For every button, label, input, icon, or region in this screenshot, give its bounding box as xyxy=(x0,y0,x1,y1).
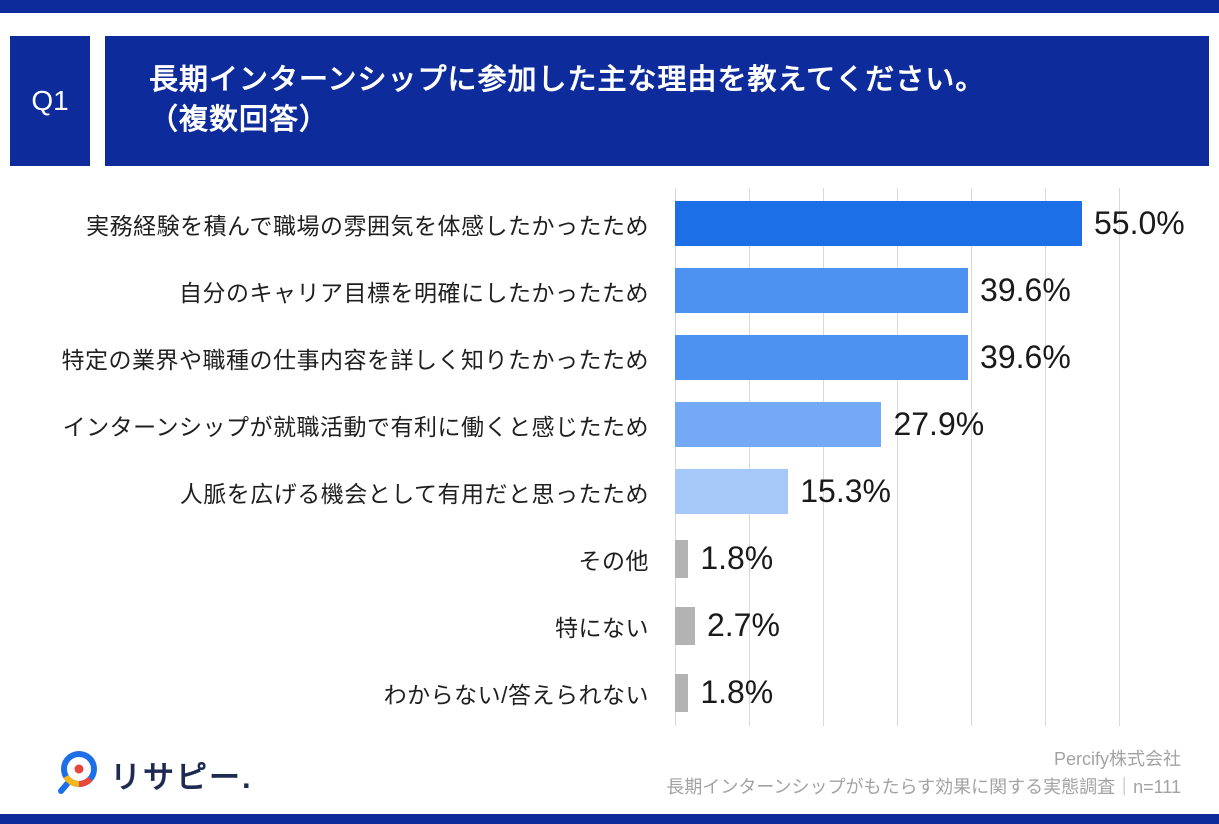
bar-row: 人脈を広げる機会として有用だと思ったため 15.3% xyxy=(40,458,1199,525)
question-text-line2: （複数回答） xyxy=(149,104,330,136)
value-label: 15.3% xyxy=(800,473,891,509)
category-label: わからない/答えられない xyxy=(383,681,649,708)
question-header: Q1 長期インターンシップに参加した主な理由を教えてください。 （複数回答） xyxy=(10,36,1209,166)
category-label: 人脈を広げる機会として有用だと思ったため xyxy=(179,480,649,507)
value-label: 1.8% xyxy=(700,540,774,576)
bar-row: 特にない 2.7% xyxy=(40,592,1199,659)
bar xyxy=(675,539,689,578)
brand-logo: リサピー. xyxy=(52,748,253,801)
bar-track: 39.6% xyxy=(675,335,1119,380)
bar-track: 1.8% xyxy=(675,539,1119,578)
bar-track: 39.6% xyxy=(675,268,1119,313)
bar xyxy=(675,673,689,712)
category-label: その他 xyxy=(578,547,649,574)
company-name: Percify株式会社 xyxy=(1053,749,1181,770)
brand-logo-text: リサピー. xyxy=(110,759,253,795)
bar-track: 27.9% xyxy=(675,402,1119,447)
bar-track: 15.3% xyxy=(675,469,1119,514)
bar-row: その他 1.8% xyxy=(40,525,1199,592)
bar xyxy=(675,335,969,380)
bar-row: 実務経験を積んで職場の雰囲気を体感したかったため 55.0% xyxy=(40,190,1199,257)
question-box: 長期インターンシップに参加した主な理由を教えてください。 （複数回答） xyxy=(105,36,1209,166)
category-label: 自分のキャリア目標を明確にしたかったため xyxy=(179,279,649,306)
question-text-line1: 長期インターンシップに参加した主な理由を教えてください。 xyxy=(149,64,986,96)
question-number-badge: Q1 xyxy=(10,36,90,166)
bar-chart: 実務経験を積んで職場の雰囲気を体感したかったため 55.0% 自分のキャリア目標を明… xyxy=(40,188,1199,726)
bar xyxy=(675,402,882,447)
value-label: 39.6% xyxy=(980,339,1071,375)
category-label: 特にない xyxy=(555,614,649,641)
bar-row: 特定の業界や職種の仕事内容を詳しく知りたかったため 39.6% xyxy=(40,324,1199,391)
value-label: 1.8% xyxy=(700,674,774,710)
footer: リサピー. Percify株式会社 長期インターンシップがもたらす効果に関する実… xyxy=(52,746,1181,802)
bar xyxy=(675,268,969,313)
bar-row: わからない/答えられない 1.8% xyxy=(40,659,1199,726)
source-note: Percify株式会社 長期インターンシップがもたらす効果に関する実態調査｜n=… xyxy=(666,746,1181,802)
value-label: 55.0% xyxy=(1094,205,1185,241)
bar-track: 2.7% xyxy=(675,606,1119,645)
magnifier-logo-icon xyxy=(52,748,100,801)
bar-rows: 実務経験を積んで職場の雰囲気を体感したかったため 55.0% 自分のキャリア目標を明… xyxy=(40,190,1199,726)
value-label: 2.7% xyxy=(706,607,780,643)
category-label: インターンシップが就職活動で有利に働くと感じたため xyxy=(62,413,649,440)
bar xyxy=(675,606,695,645)
question-number-label: Q1 xyxy=(31,85,69,116)
bar xyxy=(675,201,1082,246)
value-label: 39.6% xyxy=(980,272,1071,308)
category-label: 特定の業界や職種の仕事内容を詳しく知りたかったため xyxy=(61,346,649,373)
bar-track: 55.0% xyxy=(675,201,1185,246)
category-label: 実務経験を積んで職場の雰囲気を体感したかったため xyxy=(86,212,649,239)
bottom-border xyxy=(0,814,1219,824)
bar-row: インターンシップが就職活動で有利に働くと感じたため 27.9% xyxy=(40,391,1199,458)
bar-row: 自分のキャリア目標を明確にしたかったため 39.6% xyxy=(40,257,1199,324)
value-label: 27.9% xyxy=(893,406,985,442)
bar xyxy=(675,469,789,514)
bar-track: 1.8% xyxy=(675,673,1119,712)
survey-note: 長期インターンシップがもたらす効果に関する実態調査｜n=111 xyxy=(666,777,1181,798)
top-border xyxy=(0,0,1219,13)
